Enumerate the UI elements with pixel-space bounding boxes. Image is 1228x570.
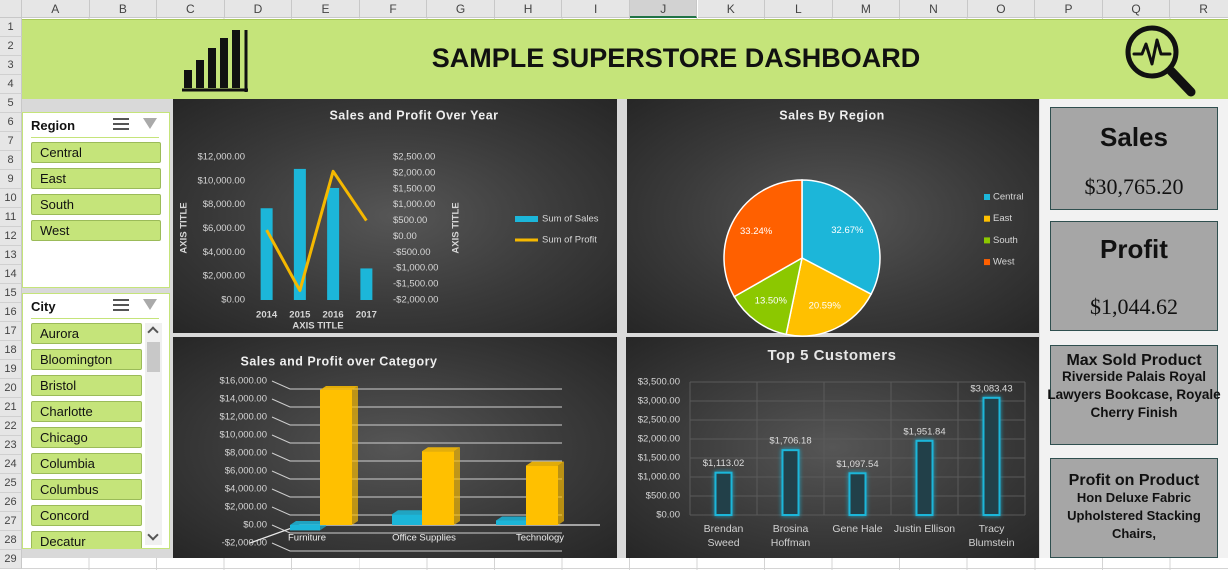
row-header[interactable]: 2 <box>0 37 22 56</box>
kpi-title: Profit on Product <box>1068 472 1200 489</box>
slicer-item[interactable]: Bristol <box>31 375 142 396</box>
slicer-item[interactable]: Chicago <box>31 427 142 448</box>
row-header[interactable]: 28 <box>0 531 22 550</box>
slicer-item[interactable]: South <box>31 194 161 215</box>
slicer-item[interactable]: Columbus <box>31 479 142 500</box>
scroll-down[interactable] <box>147 529 159 541</box>
row-header[interactable]: 6 <box>0 113 22 132</box>
slicer-item[interactable]: Central <box>31 142 161 163</box>
column-header[interactable]: K <box>697 0 766 18</box>
chart-panel <box>627 99 1039 333</box>
multi-select-button[interactable] <box>113 299 129 313</box>
header-band <box>22 19 1228 99</box>
row-header[interactable]: 26 <box>0 493 22 512</box>
column-header-selected[interactable]: J <box>629 0 698 18</box>
slicer-item[interactable]: Charlotte <box>31 401 142 422</box>
scroll-thumb[interactable] <box>147 342 160 372</box>
row-header[interactable]: 13 <box>0 246 22 265</box>
row-header[interactable]: 22 <box>0 417 22 436</box>
slicer-header-line <box>31 318 159 319</box>
kpi-value: Riverside Palais Royal Lawyers Bookcase,… <box>1047 369 1221 420</box>
row-header[interactable]: 4 <box>0 75 22 94</box>
row-header[interactable]: 17 <box>0 322 22 341</box>
slicer-item[interactable]: Concord <box>31 505 142 526</box>
chart-panel <box>626 337 1039 558</box>
row-header[interactable]: 27 <box>0 512 22 531</box>
chart-panel <box>173 337 617 558</box>
kpi-card: Max Sold Product Riverside Palais Royal L… <box>1047 345 1221 445</box>
column-header[interactable]: L <box>765 0 833 18</box>
x-tick-label: Brendan Sweed <box>703 523 744 549</box>
column-header[interactable]: N <box>900 0 968 18</box>
column-header[interactable]: I <box>562 0 630 18</box>
row-header[interactable]: 15 <box>0 284 22 303</box>
clear-filter-button[interactable] <box>143 118 157 129</box>
row-header[interactable]: 23 <box>0 436 22 455</box>
row-header[interactable]: 9 <box>0 170 22 189</box>
scrollbar[interactable] <box>145 323 162 545</box>
row-header[interactable]: 8 <box>0 151 22 170</box>
column-header[interactable]: B <box>89 0 158 18</box>
row-header[interactable]: 14 <box>0 265 22 284</box>
column-header[interactable]: C <box>157 0 225 18</box>
row-header[interactable]: 1 <box>0 18 22 37</box>
column-header[interactable]: F <box>359 0 428 18</box>
slicer: City Aurora Bloomington Bristol Charlotte Chi… <box>22 293 170 549</box>
row-header[interactable]: 29 <box>0 550 22 569</box>
row-header[interactable]: 12 <box>0 227 22 246</box>
slicer-title: City <box>31 299 56 314</box>
slicer-item[interactable]: Decatur <box>31 531 142 548</box>
x-tick-label: Justin Ellison <box>893 523 956 535</box>
slicer: Region Central East South West <box>22 112 170 288</box>
row-header[interactable]: 16 <box>0 303 22 322</box>
kpi-value: Hon Deluxe Fabric Upholstered Stacking C… <box>1067 490 1201 541</box>
slicer-title: Region <box>31 118 76 133</box>
kpi-title: Max Sold Product <box>1066 352 1202 369</box>
row-header[interactable]: 18 <box>0 341 22 360</box>
column-header[interactable]: M <box>832 0 901 18</box>
x-tick-label: Gene Hale <box>832 523 883 535</box>
column-header[interactable]: A <box>22 0 90 18</box>
column-header[interactable]: O <box>967 0 1036 18</box>
column-header[interactable]: Q <box>1102 0 1171 18</box>
row-header[interactable]: 11 <box>0 208 22 227</box>
row-header[interactable]: 3 <box>0 56 22 75</box>
column-header[interactable]: E <box>292 0 360 18</box>
row-header[interactable]: 7 <box>0 132 22 151</box>
scroll-up[interactable] <box>147 326 159 338</box>
column-header[interactable]: H <box>494 0 563 18</box>
row-header[interactable]: 10 <box>0 189 22 208</box>
slicer-header-line <box>31 137 159 138</box>
slicer-item[interactable]: West <box>31 220 161 241</box>
clear-filter-button[interactable] <box>143 299 157 310</box>
row-header[interactable]: 25 <box>0 474 22 493</box>
row-header[interactable]: 24 <box>0 455 22 474</box>
kpi-card: Sales $30,765.20 <box>1050 107 1218 210</box>
kpi-card: Profit on Product Hon Deluxe Fabric Uphol… <box>1050 458 1218 558</box>
row-header[interactable]: 21 <box>0 398 22 417</box>
column-header[interactable]: R <box>1170 0 1228 18</box>
row-header[interactable]: 20 <box>0 379 22 398</box>
row-header[interactable]: 5 <box>0 94 22 113</box>
row-header[interactable]: 19 <box>0 360 22 379</box>
slicer-item[interactable]: Bloomington <box>31 349 142 370</box>
multi-select-button[interactable] <box>113 118 129 132</box>
corner <box>0 0 22 18</box>
kpi-value: $1,044.62 <box>1090 294 1178 319</box>
chart-panel <box>173 99 617 333</box>
slicer-item[interactable]: Aurora <box>31 323 142 344</box>
kpi-value: $30,765.20 <box>1084 174 1184 199</box>
kpi-title: Sales <box>1100 122 1168 152</box>
column-header[interactable]: P <box>1035 0 1103 18</box>
kpi-title: Profit <box>1100 234 1168 264</box>
kpi-card: Profit $1,044.62 <box>1050 221 1218 331</box>
x-tick-label: Brosina Hoffman <box>770 523 811 549</box>
slicer-item[interactable]: East <box>31 168 161 189</box>
column-header[interactable]: G <box>427 0 495 18</box>
slicer-item[interactable]: Columbia <box>31 453 142 474</box>
column-header[interactable]: D <box>224 0 293 18</box>
x-tick-label: Tracy Blumstein <box>968 523 1015 549</box>
